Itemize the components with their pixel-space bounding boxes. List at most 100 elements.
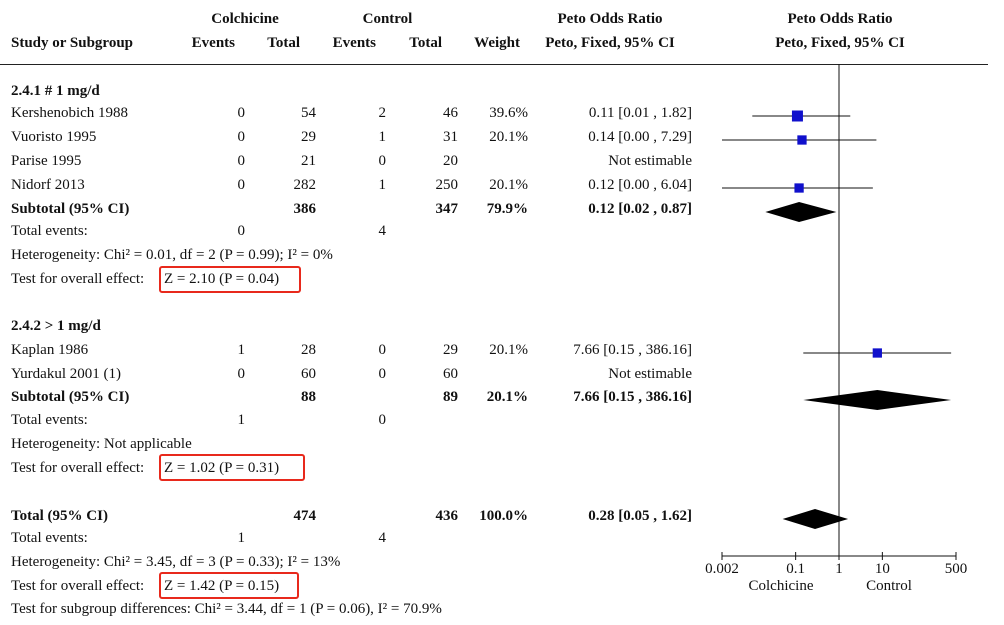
highlight-box	[159, 572, 299, 599]
total-exp-total: 474	[293, 508, 317, 524]
ctl-events: 0	[378, 153, 387, 169]
study-name: Nidorf 2013	[11, 177, 85, 193]
subtotal-label: Subtotal (95% CI)	[11, 201, 130, 217]
heterogeneity-text: Heterogeneity: Not applicable	[11, 436, 192, 452]
ctl-events: 0	[378, 366, 387, 382]
weight: 20.1%	[489, 129, 528, 145]
total-events-ctl: 4	[378, 223, 387, 239]
study-name: Kershenobich 1988	[11, 105, 129, 121]
weight: 39.6%	[489, 105, 528, 121]
exp-events: 0	[237, 129, 246, 145]
exp-total: 282	[293, 177, 317, 193]
pooled-diamond	[765, 202, 837, 222]
x-tick-label: 500	[945, 561, 968, 577]
study-point	[791, 110, 803, 122]
subtotal-label: Subtotal (95% CI)	[11, 389, 130, 405]
ctl-total: 31	[443, 129, 458, 145]
exp-events: 0	[237, 177, 246, 193]
ctl-total: 20	[443, 153, 458, 169]
effect-ci: 0.11 [0.01 , 1.82]	[588, 105, 692, 121]
favours-right-label: Control	[866, 578, 912, 594]
effect-ci: 0.14 [0.00 , 7.29]	[588, 129, 692, 145]
subtotal-ci: 0.12 [0.02 , 0.87]	[588, 201, 692, 217]
subtotal-weight: 20.1%	[486, 389, 528, 405]
exp-events: 0	[237, 105, 246, 121]
highlight-box	[159, 454, 305, 481]
x-tick-label: 1	[835, 561, 843, 577]
ctl-events: 0	[378, 342, 387, 358]
study-point	[797, 135, 807, 145]
header-effect-title: Peto Odds Ratio	[557, 11, 663, 27]
header-study: Study or Subgroup	[11, 35, 134, 51]
total-events-ctl: 0	[378, 412, 387, 428]
weight: 20.1%	[489, 177, 528, 193]
heterogeneity-text: Heterogeneity: Chi² = 3.45, df = 3 (P = …	[11, 554, 341, 570]
header-ctl-events: Events	[332, 35, 376, 51]
ctl-total: 29	[443, 342, 458, 358]
ctl-total: 250	[435, 177, 459, 193]
header-weight: Weight	[474, 35, 520, 51]
subgroup-1-label: 2.4.1 # 1 mg/d	[11, 83, 100, 99]
ctl-events: 2	[378, 105, 387, 121]
exp-events: 1	[237, 342, 246, 358]
overall-effect-value: Z = 2.10 (P = 0.04)	[164, 271, 280, 287]
heterogeneity-text: Heterogeneity: Chi² = 0.01, df = 2 (P = …	[11, 247, 333, 263]
subtotal-ci: 7.66 [0.15 , 386.16]	[573, 389, 692, 405]
study-point	[794, 183, 804, 193]
total-events-exp: 1	[237, 530, 246, 546]
study-point	[872, 348, 882, 358]
x-tick-label: 10	[875, 561, 890, 577]
x-tick-label: 0.002	[705, 561, 739, 577]
ctl-total: 60	[443, 366, 458, 382]
study-name: Vuoristo 1995	[11, 129, 97, 145]
total-ctl-total: 436	[435, 508, 459, 524]
subtotal-ctl-total: 89	[443, 389, 458, 405]
exp-total: 60	[301, 366, 316, 382]
study-name: Kaplan 1986	[11, 342, 89, 358]
exp-total: 29	[301, 129, 316, 145]
total-events-exp: 1	[237, 412, 246, 428]
effect-ci: 0.12 [0.00 , 6.04]	[588, 177, 692, 193]
exp-total: 54	[301, 105, 316, 121]
highlight-box	[159, 266, 301, 293]
header-exp-events: Events	[191, 35, 235, 51]
total-events-exp: 0	[237, 223, 246, 239]
exp-total: 28	[301, 342, 316, 358]
total-events-label: Total events:	[11, 223, 88, 239]
ctl-events: 1	[378, 129, 387, 145]
subtotal-exp-total: 386	[293, 201, 317, 217]
total-events-label: Total events:	[11, 530, 88, 546]
subtotal-exp-total: 88	[301, 389, 316, 405]
header-plot-title: Peto Odds Ratio	[787, 11, 893, 27]
overall-effect-label: Test for overall effect:	[11, 578, 145, 594]
weight: 20.1%	[489, 342, 528, 358]
header-effect-method: Peto, Fixed, 95% CI	[545, 35, 675, 51]
total-weight: 100.0%	[479, 508, 528, 524]
header-group-control: Control	[362, 11, 413, 27]
header-group-colchicine: Colchicine	[211, 11, 279, 27]
ctl-events: 1	[378, 177, 387, 193]
study-name: Yurdakul 2001 (1)	[11, 366, 121, 382]
total-label: Total (95% CI)	[11, 508, 108, 524]
total-events-label: Total events:	[11, 412, 88, 428]
effect-ci: 7.66 [0.15 , 386.16]	[573, 342, 692, 358]
overall-effect-label: Test for overall effect:	[11, 271, 145, 287]
total-ci: 0.28 [0.05 , 1.62]	[588, 508, 692, 524]
effect-ci: Not estimable	[608, 366, 692, 382]
exp-total: 21	[301, 153, 316, 169]
total-events-ctl: 4	[378, 530, 387, 546]
subgroup-2-label: 2.4.2 > 1 mg/d	[11, 318, 101, 334]
overall-effect-value: Z = 1.42 (P = 0.15)	[164, 578, 280, 594]
pooled-diamond	[803, 390, 952, 410]
pooled-diamond	[782, 509, 849, 529]
subtotal-weight: 79.9%	[486, 201, 528, 217]
x-tick-label: 0.1	[786, 561, 805, 577]
exp-events: 0	[237, 153, 246, 169]
overall-effect-value: Z = 1.02 (P = 0.31)	[164, 460, 280, 476]
overall-effect-label: Test for overall effect:	[11, 460, 145, 476]
subgroup-differences-text: Test for subgroup differences: Chi² = 3.…	[11, 601, 442, 617]
study-name: Parise 1995	[11, 153, 82, 169]
subtotal-ctl-total: 347	[435, 201, 459, 217]
favours-left-label: Colchicine	[749, 578, 814, 594]
